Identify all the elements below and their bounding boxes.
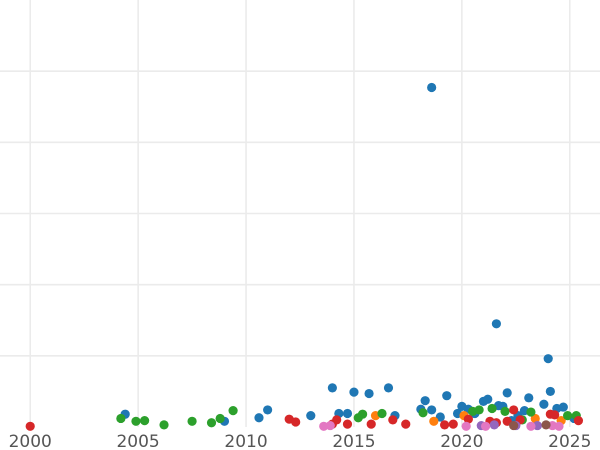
data-point — [401, 419, 411, 429]
data-point — [550, 410, 560, 420]
data-point — [349, 387, 359, 397]
x-tick-label: 2010 — [224, 432, 267, 450]
data-point — [364, 388, 374, 399]
data-point — [377, 408, 387, 419]
data-point — [116, 413, 126, 424]
data-point — [440, 420, 450, 430]
data-point — [491, 319, 502, 329]
data-point — [254, 413, 264, 423]
data-point — [509, 420, 519, 431]
data-point — [206, 418, 217, 428]
data-point — [543, 354, 553, 364]
data-point — [228, 406, 238, 416]
data-point — [474, 405, 484, 415]
data-point — [342, 408, 353, 419]
data-point — [327, 383, 337, 393]
x-axis-tick-labels: 2000 2005 2010 2015 2020 2025 — [9, 432, 592, 450]
data-point — [427, 82, 437, 93]
grid-lines — [0, 0, 600, 427]
data-point — [427, 405, 437, 415]
data-point — [140, 415, 150, 426]
data-point — [461, 421, 471, 431]
x-tick-label: 2020 — [440, 432, 483, 450]
data-point — [502, 388, 512, 398]
data-point — [332, 415, 342, 425]
data-point — [420, 396, 430, 406]
data-point — [526, 407, 536, 417]
x-tick-label: 2015 — [332, 432, 375, 450]
data-point — [489, 420, 499, 430]
data-point — [524, 393, 534, 403]
data-point — [526, 421, 536, 431]
data-point — [131, 416, 141, 426]
data-point — [306, 411, 316, 421]
data-point — [483, 394, 493, 404]
data-point — [25, 421, 35, 431]
data-points — [25, 82, 584, 431]
data-point — [487, 403, 497, 414]
data-point — [325, 420, 335, 431]
data-point — [429, 416, 439, 426]
data-point — [383, 383, 394, 393]
data-point — [554, 421, 564, 431]
data-point — [291, 417, 301, 427]
data-point — [500, 406, 510, 416]
data-point — [448, 419, 458, 429]
data-point — [159, 420, 169, 430]
data-point — [463, 414, 473, 424]
data-point — [539, 399, 549, 409]
data-point — [263, 405, 273, 415]
data-point — [545, 386, 555, 397]
data-point — [342, 419, 353, 429]
data-point — [502, 416, 512, 426]
x-tick-label: 2025 — [548, 432, 591, 450]
data-point — [509, 405, 519, 415]
data-point — [388, 415, 398, 425]
data-point — [418, 408, 428, 418]
data-point — [558, 402, 568, 412]
data-point — [442, 391, 452, 401]
x-tick-label: 2000 — [9, 432, 52, 450]
data-point — [187, 416, 197, 426]
data-point — [366, 419, 376, 429]
data-point — [357, 409, 368, 419]
data-point — [481, 421, 491, 431]
data-point — [435, 412, 445, 422]
data-point — [573, 415, 584, 426]
data-point — [541, 420, 551, 430]
data-point — [563, 411, 573, 421]
data-point — [215, 413, 225, 424]
x-tick-label: 2005 — [116, 432, 159, 450]
